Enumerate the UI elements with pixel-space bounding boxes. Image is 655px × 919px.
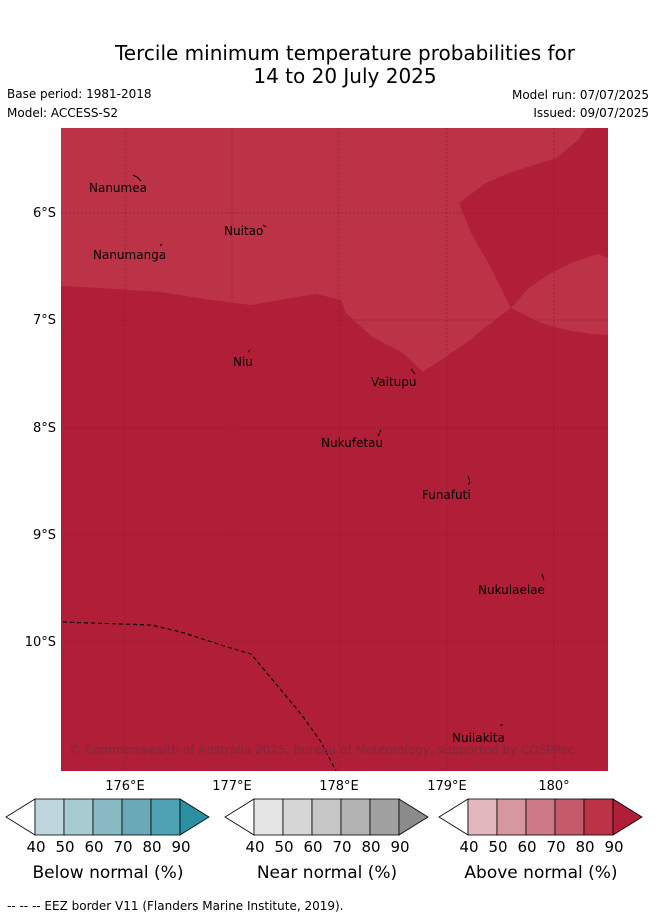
above-swatch-3 (525, 798, 556, 836)
lat-label-10s: 10°S (24, 635, 56, 650)
near-swatch-4 (340, 798, 371, 836)
colorbar-below-normal (5, 798, 211, 836)
near-tick-40: 40 (245, 838, 265, 856)
island-niu (247, 349, 251, 353)
map-title-line1: Tercile minimum temperature probabilitie… (114, 41, 576, 65)
place-label-vaitupu: Vaitupu (371, 375, 417, 389)
credit-text: © Commonwealth of Australia 2025, Bureau… (69, 743, 575, 757)
below-swatch-4 (121, 798, 152, 836)
place-label-nuilakita: Nuilakita (452, 731, 505, 745)
below-tick-60: 60 (84, 838, 104, 856)
near-swatch-1 (253, 798, 284, 836)
probability-map (61, 128, 608, 771)
lon-label-176e: 176°E (105, 779, 145, 794)
graticule (61, 128, 608, 771)
island-nuitao (262, 224, 267, 228)
place-label-funafuti: Funafuti (422, 488, 471, 502)
place-label-nuitao: Nuitao (224, 224, 264, 238)
near-swatch-over (398, 798, 429, 836)
above-tick-90: 90 (604, 838, 624, 856)
place-label-nukulaelae: Nukulaelae (478, 583, 545, 597)
above-tick-80: 80 (575, 838, 595, 856)
place-label-nanumea: Nanumea (89, 181, 147, 195)
near-tick-60: 60 (303, 838, 323, 856)
colorbar-below-swatches (5, 798, 210, 836)
eez-border (62, 621, 337, 771)
below-tick-90: 90 (171, 838, 191, 856)
above-swatch-over (612, 798, 643, 836)
near-swatch-under (224, 798, 255, 836)
lat-label-7s: 7°S (32, 313, 56, 328)
place-label-nukufetau: Nukufetau (321, 436, 384, 450)
below-swatch-3 (92, 798, 123, 836)
lat-label-6s: 6°S (32, 206, 56, 221)
issued-date: Issued: 09/07/2025 (533, 106, 649, 120)
above-tick-60: 60 (517, 838, 537, 856)
below-swatch-over (179, 798, 210, 836)
model-run: Model run: 07/07/2025 (511, 88, 649, 102)
near-swatch-5 (369, 798, 400, 836)
place-label-niu: Niu (233, 355, 253, 369)
above-80-90-region-east (511, 254, 608, 335)
near-tick-90: 90 (390, 838, 410, 856)
lon-label-177e: 177°E (212, 779, 252, 794)
colorbar-title-near: Near normal (%) (256, 863, 398, 883)
below-tick-70: 70 (113, 838, 133, 856)
below-swatch-2 (63, 798, 94, 836)
colorbar-near-normal (224, 798, 430, 836)
below-tick-40: 40 (26, 838, 46, 856)
below-swatch-5 (150, 798, 181, 836)
colorbar-near-swatches (224, 798, 429, 836)
base-period: Base period: 1981-2018 (7, 87, 152, 101)
above-swatch-2 (496, 798, 527, 836)
colorbar-title-below: Below normal (%) (32, 863, 184, 883)
island-nanumea (132, 174, 142, 182)
above-tick-40: 40 (459, 838, 479, 856)
place-label-nanumanga: Nanumanga (93, 248, 167, 262)
below-swatch-1 (34, 798, 65, 836)
lat-label-8s: 8°S (32, 421, 56, 436)
below-swatch-under (5, 798, 36, 836)
colorbar-above-swatches (438, 798, 643, 836)
above-swatch-4 (554, 798, 585, 836)
near-swatch-3 (311, 798, 342, 836)
island-nukufetau (377, 429, 382, 437)
lon-label-178e: 178°E (319, 779, 359, 794)
lon-label-180: 180° (538, 779, 570, 794)
island-nukulaelae (541, 573, 545, 581)
near-swatch-2 (282, 798, 313, 836)
below-tick-50: 50 (55, 838, 75, 856)
model-name: Model: ACCESS-S2 (7, 106, 119, 120)
above-swatch-1 (467, 798, 498, 836)
lat-label-9s: 9°S (32, 528, 56, 543)
eez-footnote: -- -- -- EEZ border V11 (Flanders Marine… (7, 899, 344, 913)
island-funafuti (467, 475, 471, 486)
map-title-line2: 14 to 20 July 2025 (253, 64, 437, 88)
lon-label-179e: 179°E (427, 779, 467, 794)
island-shapes (132, 174, 545, 726)
near-tick-70: 70 (332, 838, 352, 856)
above-80-90-region-north (61, 128, 586, 372)
near-tick-50: 50 (274, 838, 294, 856)
below-tick-80: 80 (142, 838, 162, 856)
colorbar-above-normal (438, 798, 644, 836)
above-tick-50: 50 (488, 838, 508, 856)
map-area (61, 128, 608, 771)
above-swatch-5 (583, 798, 614, 836)
colorbar-title-above: Above normal (%) (464, 863, 618, 883)
island-nanumanga (159, 243, 163, 247)
above-tick-70: 70 (546, 838, 566, 856)
near-tick-80: 80 (361, 838, 381, 856)
above-swatch-under (438, 798, 469, 836)
island-vaitupu (410, 368, 416, 375)
